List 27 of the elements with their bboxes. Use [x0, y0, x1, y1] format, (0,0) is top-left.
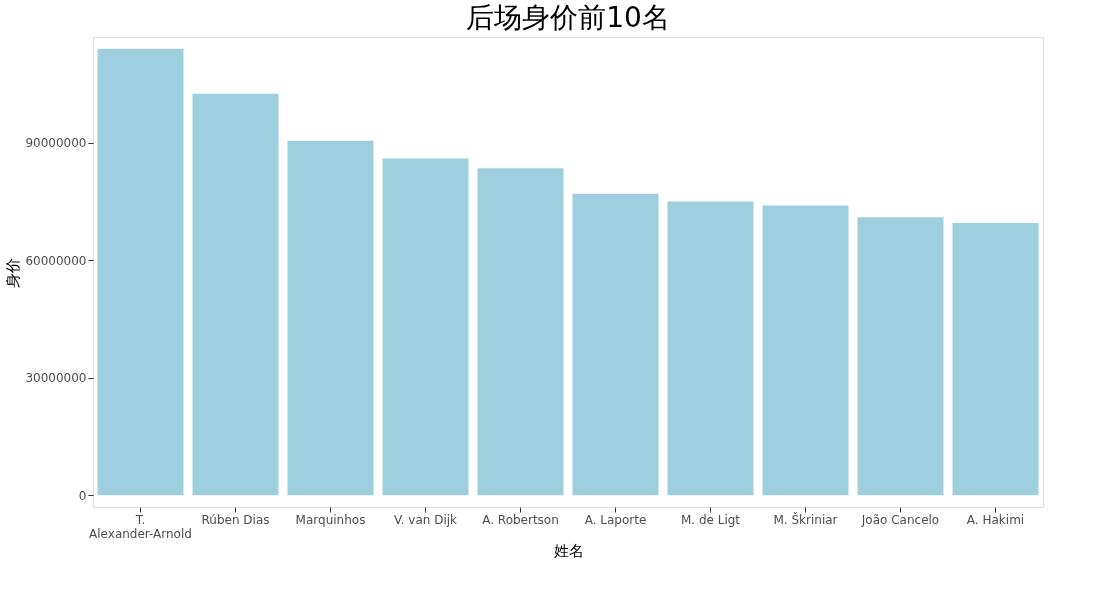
y-tick-label: 30000000	[25, 371, 87, 386]
x-axis-title: 姓名	[553, 541, 584, 560]
bar	[192, 93, 279, 496]
bar	[762, 205, 849, 496]
y-axis-title: 身价	[4, 257, 23, 288]
bar	[477, 168, 564, 496]
bar	[97, 48, 184, 496]
x-tick-label: A. Hakimi	[966, 512, 1025, 527]
x-tick-label: M. Škriniar	[773, 511, 838, 527]
x-tick-label: Rúben Dias	[201, 512, 270, 527]
x-tick-label: M. de Ligt	[680, 512, 741, 527]
x-tick-label: João Cancelo	[860, 512, 940, 527]
bar	[572, 193, 659, 496]
x-tick-label: Marquinhos	[295, 512, 366, 527]
bar	[667, 201, 754, 496]
x-tick-label: V. van Dijk	[393, 512, 458, 527]
bar	[952, 223, 1039, 496]
y-tick-label: 90000000	[25, 136, 87, 151]
x-tick-label: A. Laporte	[584, 512, 647, 527]
bar	[857, 217, 944, 496]
chart-title: 后场身价前10名	[466, 1, 670, 34]
y-tick-label: 0	[78, 488, 87, 503]
x-tick-label: T. Alexander-Arnold	[89, 512, 192, 541]
bar	[382, 158, 469, 496]
x-tick-label: A. Robertson	[482, 512, 559, 527]
bar	[287, 140, 374, 496]
y-tick-label: 60000000	[25, 253, 87, 268]
